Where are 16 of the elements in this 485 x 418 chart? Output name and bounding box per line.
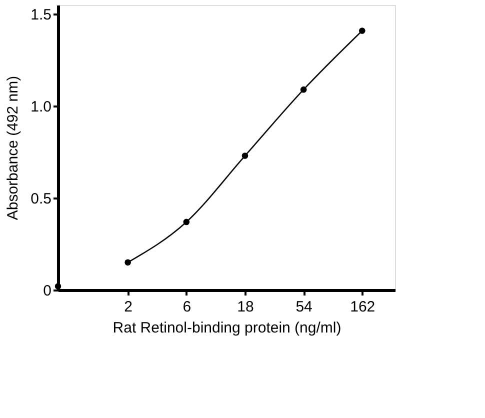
point (242, 152, 248, 159)
x-tick-label: 18 (237, 298, 254, 316)
y-axis-title: Absorbance (492 nm) (4, 76, 22, 220)
point (124, 259, 131, 266)
x-tick-label: 54 (296, 298, 312, 316)
x-tick-label: 6 (182, 298, 192, 316)
y-tick-label: 0 (43, 282, 52, 300)
y-tick-label: 0.5 (30, 190, 52, 208)
y-tick-label: 1.0 (30, 98, 52, 116)
point (300, 86, 307, 93)
x-axis-title: Rat Retinol-binding protein (ng/ml) (112, 320, 342, 336)
x-tick-label: 2 (124, 298, 132, 316)
point (358, 28, 366, 34)
y-tick-label: 1.5 (30, 6, 52, 24)
x-tick-label: 162 (350, 298, 376, 316)
point (183, 218, 190, 226)
